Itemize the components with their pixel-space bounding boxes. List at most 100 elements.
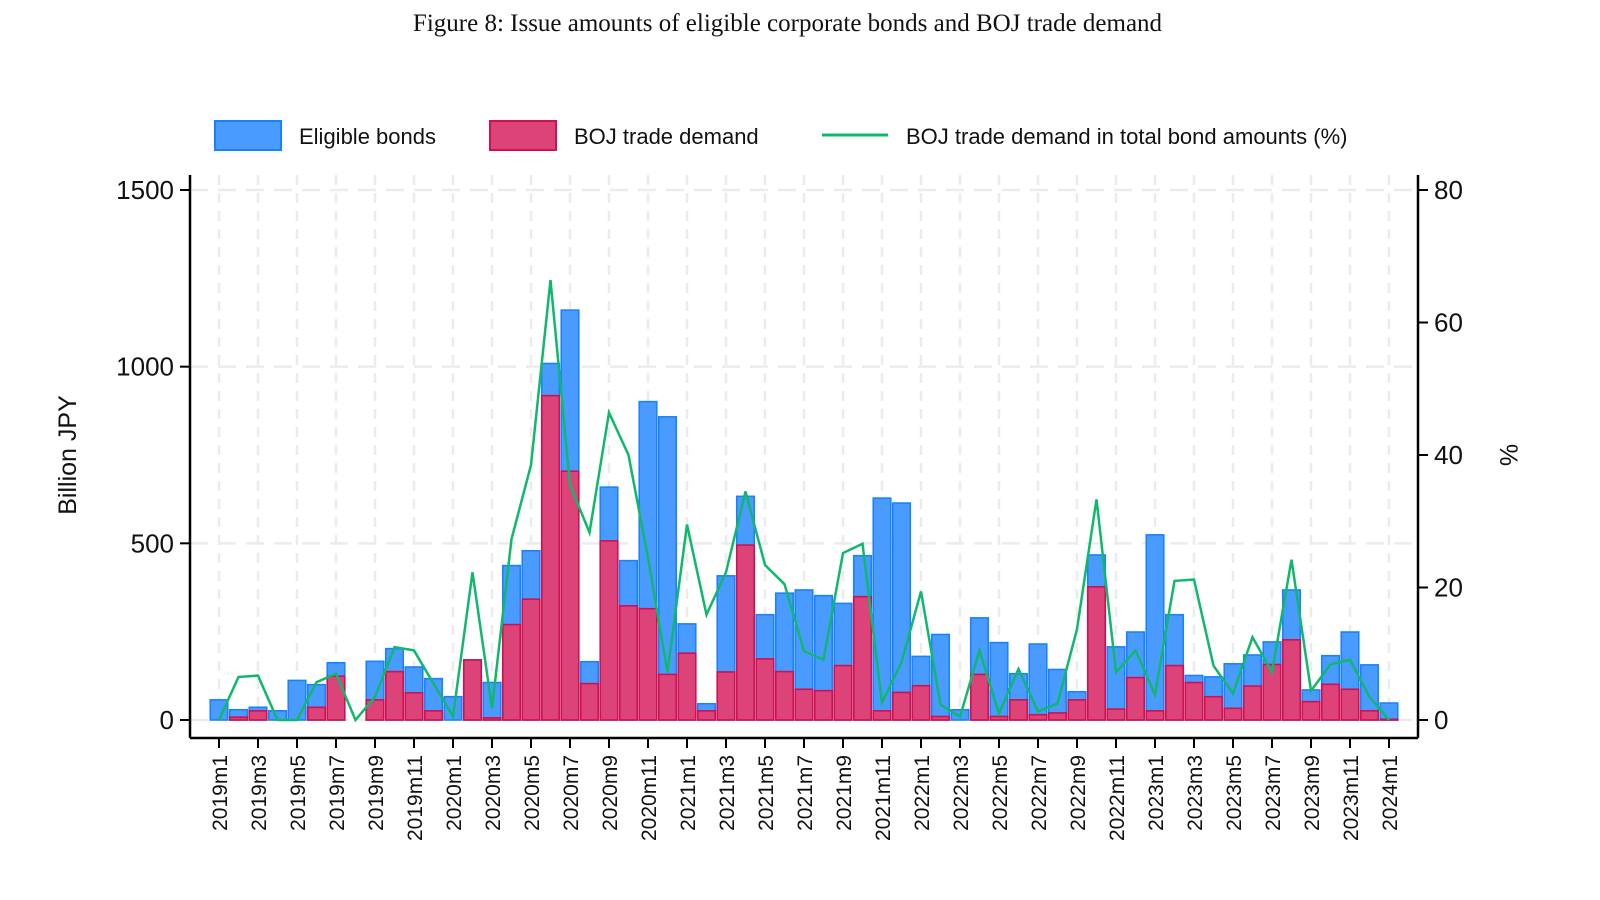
y2-tick-label: 40 [1434,440,1463,470]
x-tick-label: 2020m1 [443,755,466,831]
boj-demand-bar [911,684,931,721]
boj-demand-bar [1008,699,1029,721]
x-tick-label: 2021m5 [755,755,778,831]
boj-demand-bar [774,670,795,721]
boj-demand-bar [872,710,892,721]
boj-demand-bar [599,540,619,721]
boj-demand-bar [1340,688,1360,721]
boj-demand-bar [1281,638,1302,721]
boj-demand-bar [1145,710,1165,721]
boj-demand-bar [1203,695,1224,721]
boj-demand-bar [657,673,678,721]
x-tick-label: 2023m5 [1223,755,1246,831]
legend-label-eligible: Eligible bonds [299,124,436,149]
boj-demand-bar [423,710,444,721]
x-tick-label: 2023m3 [1184,755,1207,831]
boj-demand-bar [1320,683,1341,721]
x-tick-label: 2023m11 [1340,755,1363,841]
boj-demand-bar [306,706,327,721]
legend-label-share: BOJ trade demand in total bond amounts (… [906,124,1347,149]
y2-axis-label: % [1494,444,1522,466]
axes: 0 500 1000 1500 0 20 40 60 80 2019m1 2019m3 2019m5 2… [116,175,1463,841]
y2-tick-label: 60 [1434,308,1463,338]
boj-demand-bar [618,605,639,721]
x-tick-label: 2023m9 [1301,755,1324,831]
boj-demand-bar [638,607,658,721]
boj-demand-bar [1028,713,1048,721]
x-tick-label: 2019m7 [326,755,349,831]
boj-demand-bar [1067,699,1087,721]
eligible-bond-bar [989,641,1009,721]
x-tick-label: 2022m7 [1028,755,1051,831]
x-tick-label: 2019m5 [287,755,310,831]
x-tick-label: 2019m11 [404,755,427,841]
x-tick-label: 2020m3 [482,755,505,831]
x-tick-label: 2022m11 [1106,755,1129,841]
x-tick-label: 2019m9 [365,755,388,831]
boj-demand-bar [326,675,346,721]
y2-tick-label: 20 [1434,573,1463,603]
boj-demand-bar [969,673,990,721]
boj-demand-bar [677,652,697,721]
boj-demand-bar [1301,700,1321,721]
boj-demand-bar [540,394,561,721]
boj-demand-bar [794,688,814,721]
x-tick-label: 2022m1 [911,755,934,831]
boj-demand-bar [228,716,249,721]
y-tick-label: 0 [160,705,174,735]
x-tick-label: 2021m7 [794,755,817,831]
x-tick-label: 2020m9 [599,755,622,831]
boj-demand-bar [852,595,873,721]
boj-demand-bar [833,664,853,721]
legend-swatch-boj [489,120,557,151]
y-tick-label: 1500 [116,175,174,205]
boj-demand-bar [482,717,502,721]
boj-demand-bar [1359,710,1380,721]
boj-demand-bar [813,689,834,721]
share-line [217,279,1390,723]
legend-swatch-eligible [214,120,282,151]
boj-demand-bar [365,699,385,721]
x-tick-label: 2020m5 [521,755,544,831]
boj-demand-bar [1047,712,1068,721]
x-tick-label: 2023m1 [1145,755,1168,831]
boj-demand-bars [228,394,1399,721]
boj-demand-bar [735,544,756,721]
boj-demand-bar [989,715,1009,721]
y-tick-label: 1000 [116,352,174,382]
boj-demand-bar [1262,663,1282,721]
boj-demand-bar [930,715,951,721]
boj-demand-bar [1086,585,1107,721]
boj-demand-bar [696,710,717,721]
y-axis-label: Billion JPY [54,395,82,515]
x-tick-label: 2024m1 [1379,755,1402,831]
boj-demand-bar [560,470,580,721]
boj-demand-bar [462,659,483,721]
chart-title: Figure 8: Issue amounts of eligible corp… [412,10,1163,37]
boj-demand-bar [501,623,522,721]
boj-demand-bar [1184,681,1204,721]
boj-demand-bar [404,691,424,721]
boj-demand-bar [1106,708,1126,721]
x-tick-label: 2021m1 [677,755,700,831]
boj-demand-bar [521,598,541,721]
boj-demand-bar [384,670,405,721]
legend-label-boj: BOJ trade demand [574,124,759,149]
x-tick-label: 2019m1 [209,755,232,831]
x-tick-label: 2019m3 [248,755,271,831]
x-tick-label: 2020m11 [638,755,661,841]
x-tick-label: 2020m7 [560,755,583,831]
x-tick-label: 2021m9 [833,755,856,831]
boj-demand-bar [716,671,736,721]
y2-tick-label: 80 [1434,175,1463,205]
boj-demand-bar [248,710,268,721]
boj-demand-bar [891,691,912,721]
boj-demand-bar [1223,707,1243,721]
eligible-bond-bar [891,502,912,721]
x-tick-label: 2022m3 [950,755,973,831]
y-tick-label: 500 [131,528,174,558]
legend: Eligible bonds BOJ trade demand BOJ trad… [214,120,1347,151]
boj-demand-bar [1242,685,1263,721]
eligible-bond-bar [872,497,892,721]
